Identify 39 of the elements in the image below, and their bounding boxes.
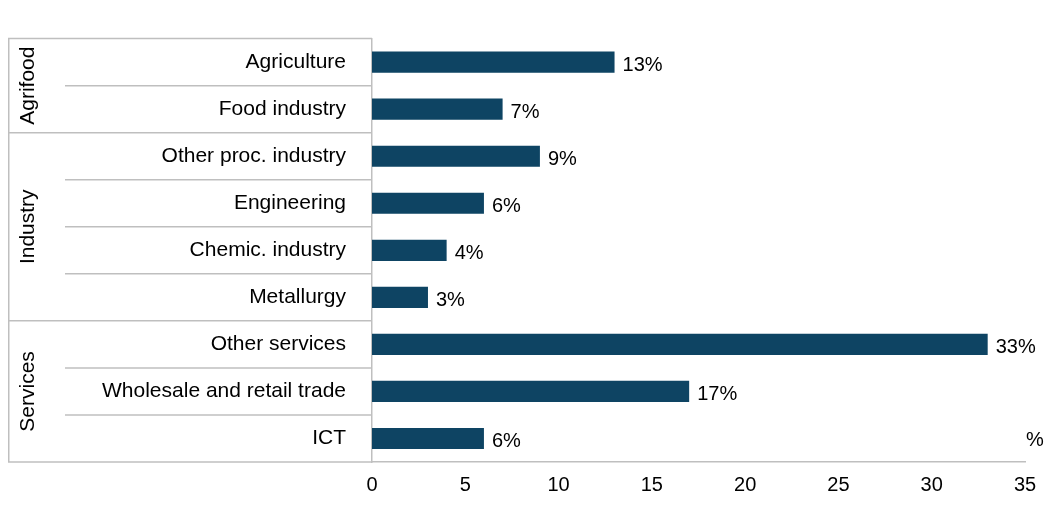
data-label: 33% [995,334,1036,357]
y-tick-label: Other services [210,331,346,355]
bar [372,239,447,261]
x-tick-label: 25 [827,472,850,495]
text: Industry [14,188,38,265]
y-tick-label: Wholesale and retail trade [102,378,346,402]
x-tick-label: 20 [734,472,757,495]
y-tick-label: Other proc. industry [161,143,347,167]
text: Services [14,351,38,432]
text: Agrifood [14,46,38,125]
data-label: 3% [435,287,466,310]
data-label: 4% [454,240,484,263]
data-label: 7% [510,99,540,122]
x-tick-label: 35 [1013,472,1037,495]
x-tick-label: 5 [459,472,471,495]
data-label: 13% [622,52,663,75]
y-tick-label: Engineering [233,190,346,214]
bar [372,427,484,450]
x-tick-label: 15 [640,472,663,495]
bar [372,51,615,73]
data-label: 6% [491,428,522,451]
x-tick-label: 0 [366,472,378,495]
bar [372,380,690,403]
bar [372,286,428,308]
y-tick-label: ICT [312,425,347,449]
x-tick-label: 30 [920,472,943,495]
data-label: 17% [697,381,738,404]
bar [372,145,540,167]
data-label: 9% [547,146,578,169]
x-tick-label: 10 [547,472,570,495]
y-tick-label: Chemic. industry [189,237,347,261]
y-tick-label: Agriculture [245,48,346,72]
y-tick-label: Food industry [218,95,347,119]
bar [372,192,484,214]
bar [372,98,503,120]
data-label: 6% [491,193,522,216]
x-axis-title: % [1026,427,1045,450]
y-tick-label: Metallurgy [249,284,347,308]
bar [372,333,988,355]
